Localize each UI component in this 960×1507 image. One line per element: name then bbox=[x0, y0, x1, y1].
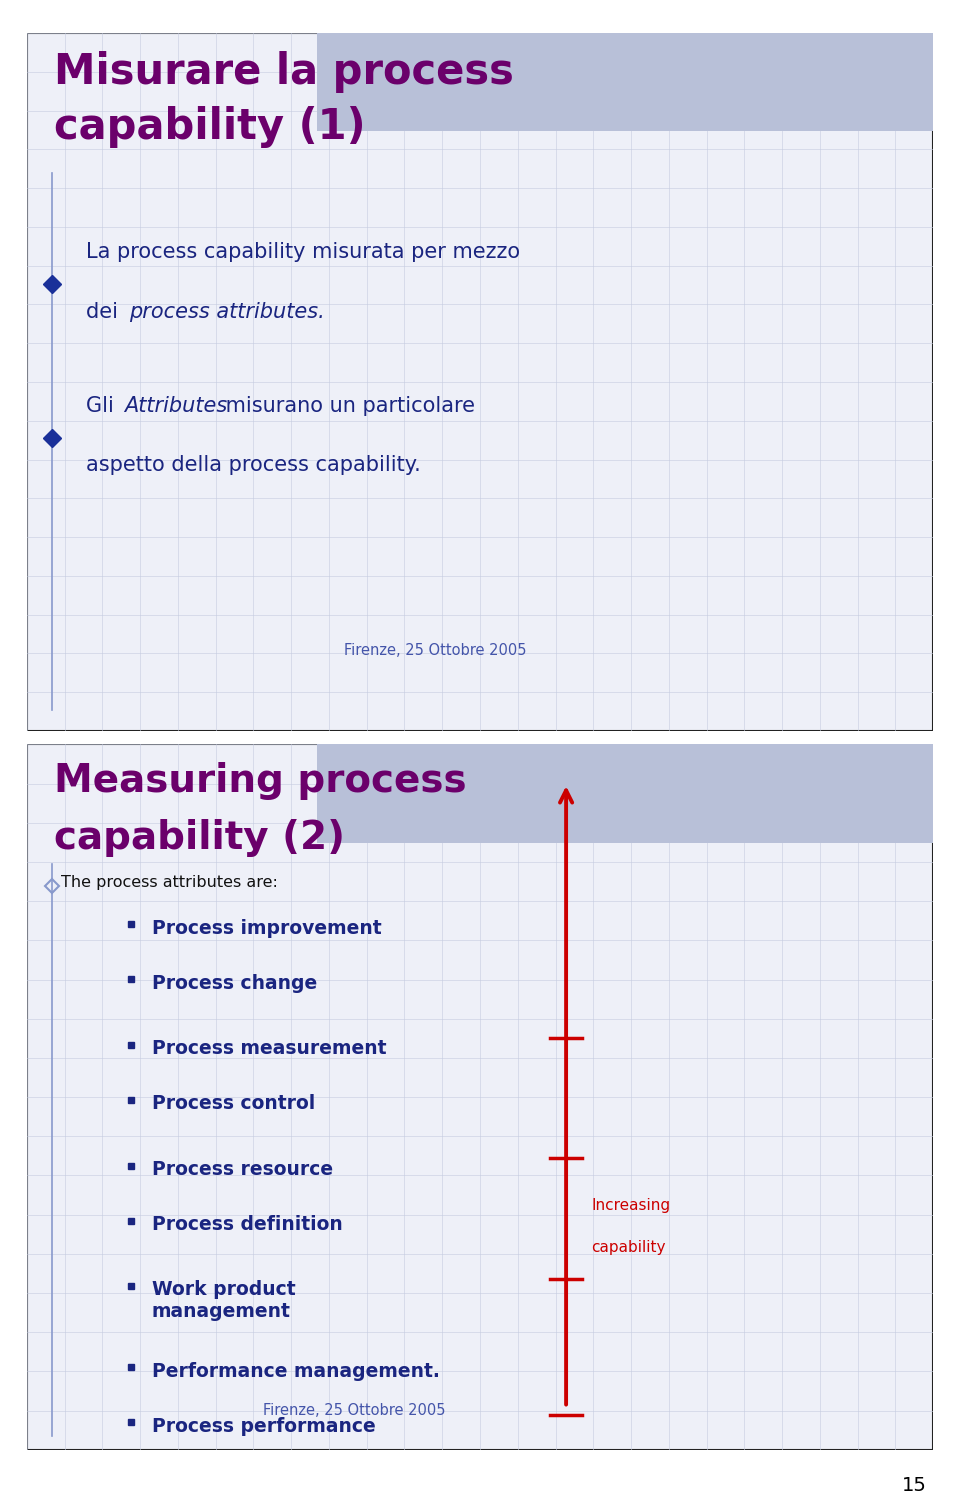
Text: dei: dei bbox=[85, 301, 125, 322]
FancyBboxPatch shape bbox=[317, 744, 933, 844]
FancyBboxPatch shape bbox=[27, 33, 933, 731]
Text: La process capability misurata per mezzo: La process capability misurata per mezzo bbox=[85, 243, 520, 262]
Text: The process attributes are:: The process attributes are: bbox=[61, 876, 278, 891]
Text: misurano un particolare: misurano un particolare bbox=[219, 396, 475, 416]
FancyBboxPatch shape bbox=[27, 744, 933, 1450]
FancyBboxPatch shape bbox=[317, 33, 933, 131]
Text: 15: 15 bbox=[901, 1475, 926, 1495]
Text: Process performance: Process performance bbox=[152, 1417, 375, 1436]
Text: Process measurement: Process measurement bbox=[152, 1040, 387, 1058]
Text: Performance management.: Performance management. bbox=[152, 1362, 440, 1380]
Text: capability (2): capability (2) bbox=[54, 818, 345, 856]
Text: Increasing: Increasing bbox=[591, 1198, 671, 1213]
Text: capability (1): capability (1) bbox=[54, 107, 366, 148]
Text: Process change: Process change bbox=[152, 974, 317, 993]
Text: capability: capability bbox=[591, 1240, 666, 1255]
Text: Process improvement: Process improvement bbox=[152, 919, 381, 937]
Text: Attributes: Attributes bbox=[124, 396, 228, 416]
Text: Firenze, 25 Ottobre 2005: Firenze, 25 Ottobre 2005 bbox=[262, 1403, 445, 1418]
Text: Process definition: Process definition bbox=[152, 1215, 343, 1234]
Text: Work product
management: Work product management bbox=[152, 1281, 296, 1320]
Text: Firenze, 25 Ottobre 2005: Firenze, 25 Ottobre 2005 bbox=[344, 643, 527, 659]
Text: Gli: Gli bbox=[85, 396, 120, 416]
Text: Measuring process: Measuring process bbox=[54, 763, 467, 800]
Text: process attributes.: process attributes. bbox=[130, 301, 325, 322]
Text: aspetto della process capability.: aspetto della process capability. bbox=[85, 455, 420, 475]
Text: Misurare la process: Misurare la process bbox=[54, 51, 514, 92]
Text: Process resource: Process resource bbox=[152, 1160, 333, 1178]
Text: Process control: Process control bbox=[152, 1094, 315, 1114]
